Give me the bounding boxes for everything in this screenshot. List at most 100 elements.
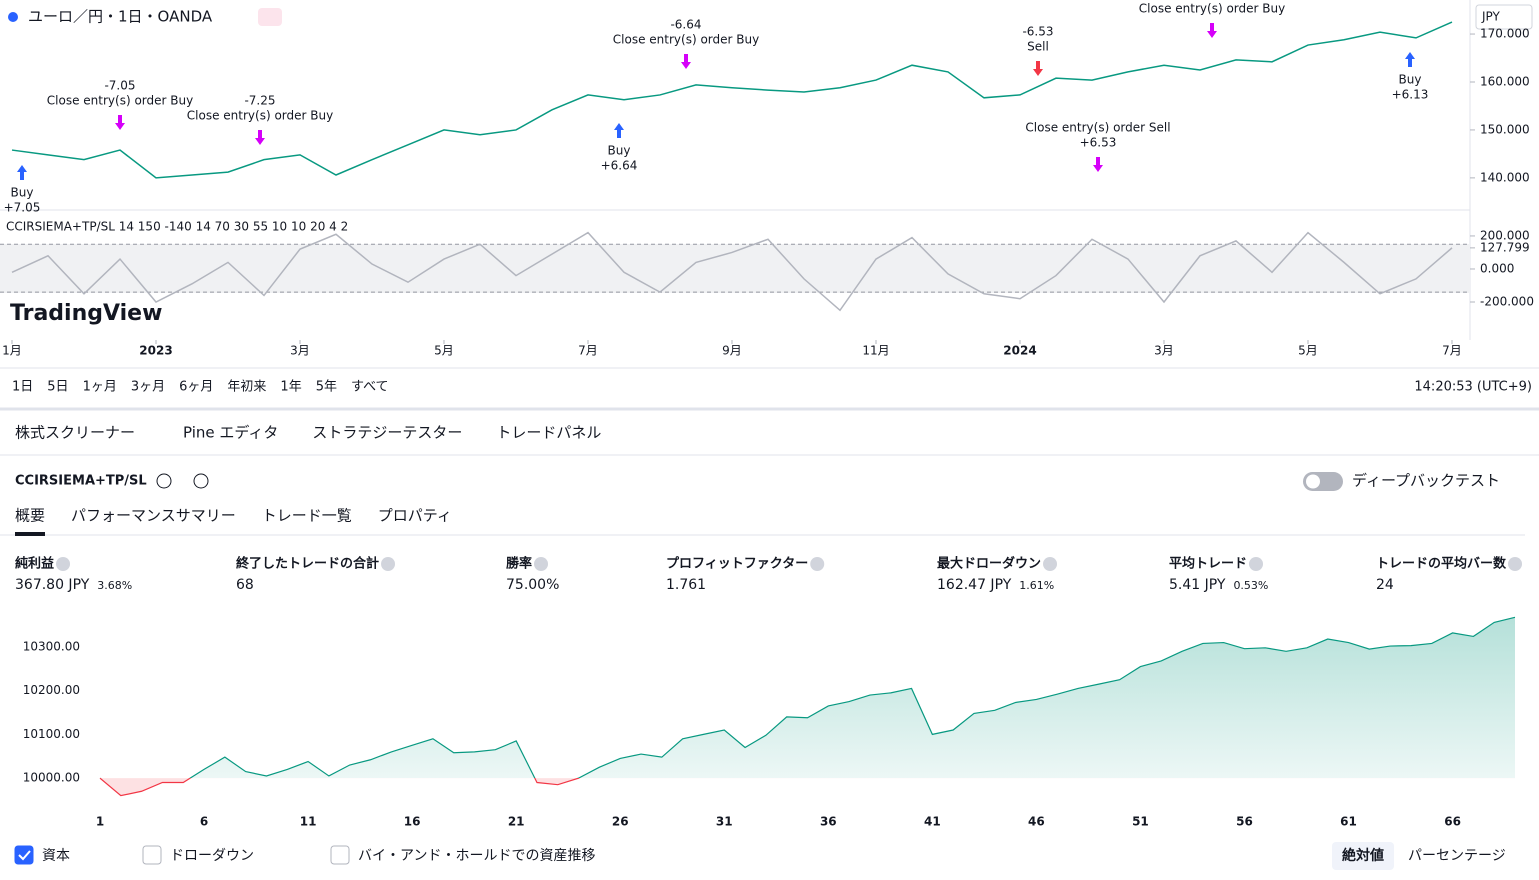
indicator-line [11, 231, 1453, 312]
sub-tab[interactable]: トレード一覧 [262, 507, 352, 525]
deep-backtest: ディープバックテスト [1352, 472, 1500, 490]
trade-arrow [1033, 61, 1043, 76]
band [0, 244, 1470, 293]
annotation: Buy [608, 144, 631, 158]
toggle-knob [1306, 474, 1320, 489]
x-tick-label: 56 [1236, 815, 1253, 829]
range-button[interactable]: 5年 [316, 380, 337, 395]
x-tick-label: 11月 [862, 344, 889, 358]
y-tick-label: 10200.00 [23, 683, 80, 697]
x-tick-label: 31 [716, 815, 733, 829]
range-button[interactable]: 6ヶ月 [179, 380, 213, 395]
x-tick-label: 16 [404, 815, 421, 829]
trade-arrow [681, 54, 691, 69]
panel-tab[interactable]: 株式スクリーナー [15, 424, 135, 442]
range-button[interactable]: 1年 [280, 380, 301, 395]
x-tick-label: 36 [820, 815, 837, 829]
info-icon[interactable] [56, 557, 71, 571]
range-button[interactable]: 3ヶ月 [131, 380, 165, 395]
x-tick-label: 66 [1444, 815, 1461, 829]
legend-label: ドローダウン [170, 848, 254, 864]
annotation: Close entry(s) order Buy [187, 109, 333, 123]
badge[interactable] [258, 8, 282, 26]
equity-line [100, 616, 1516, 778]
x-tick-label: 61 [1340, 815, 1357, 829]
y-tick-label: 200.000 [1480, 228, 1530, 242]
metric-label: プロフィットファクター [666, 557, 808, 572]
x-tick-label: 7月 [578, 344, 598, 358]
y-tick-label: 140.000 [1480, 170, 1530, 184]
x-tick-label: 5月 [434, 344, 454, 358]
metric-label: 最大ドローダウン [937, 556, 1041, 572]
x-tick-label: 6 [200, 815, 208, 829]
info-icon[interactable] [381, 557, 396, 571]
metric-value: 75.00% [506, 577, 559, 593]
metric-percent: 1.61% [1019, 579, 1054, 592]
panel-tab[interactable]: Pine エディタ [183, 424, 278, 442]
range-button[interactable]: 1日 [12, 380, 33, 395]
metric-value: 367.80 JPY [15, 577, 90, 593]
annotation: Buy [1399, 73, 1422, 87]
y-tick-label: 127.799 [1480, 240, 1530, 254]
y-tick-label: 0.000 [1480, 261, 1514, 275]
metric-value: 24 [1376, 577, 1394, 593]
range-button[interactable]: すべて [351, 380, 389, 395]
annotation: -7.25 [244, 94, 275, 108]
info-icon[interactable] [1043, 557, 1058, 571]
panel-tab[interactable]: ストラテジーテスター [312, 424, 462, 442]
info-icon[interactable] [1508, 557, 1523, 571]
y-tick-label: 150.000 [1480, 122, 1530, 136]
x-tick-label: 3月 [290, 344, 310, 358]
trade-arrow [115, 115, 125, 130]
symbol-icon [8, 12, 18, 22]
x-tick-label: 51 [1132, 815, 1149, 829]
trade-arrow [1405, 52, 1415, 67]
info-icon[interactable] [534, 557, 549, 571]
range-button[interactable]: 5日 [47, 380, 68, 395]
currency-box[interactable] [1475, 4, 1533, 30]
annotation: Close entry(s) order Buy [613, 33, 759, 47]
range-button[interactable]: 年初来 [227, 380, 266, 395]
metric-value: 5.41 JPY [1169, 577, 1226, 593]
trade-arrow [1093, 157, 1103, 172]
y-tick-label: 10300.00 [23, 639, 80, 653]
check [18, 850, 31, 861]
checkbox[interactable] [142, 845, 162, 865]
mode-active[interactable] [1332, 842, 1394, 870]
sub-tab[interactable]: プロパティ [378, 507, 452, 525]
annotation: -7.05 [104, 79, 135, 93]
checkbox[interactable] [14, 845, 34, 865]
sub-tab[interactable]: パフォーマンスサマリー [71, 507, 236, 525]
x-tick-label: 3月 [1154, 344, 1174, 358]
y-tick-label: 170.000 [1480, 27, 1530, 41]
mode[interactable]: パーセンテージ [1408, 848, 1506, 864]
mode[interactable]: 絶対値 [1342, 847, 1384, 864]
annotation: Close entry(s) order Sell [1025, 121, 1170, 135]
annotation: +7.05 [4, 201, 41, 215]
y-tick-label: 160.000 [1480, 74, 1530, 88]
metric-label: 終了したトレードの合計 [236, 556, 379, 572]
annotation: -6.64 [670, 18, 701, 32]
y-tick-label: 10000.00 [23, 771, 80, 785]
annotation: Close entry(s) order Buy [47, 94, 193, 108]
metric-label: 勝率 [506, 556, 532, 572]
annotation: Buy [11, 186, 34, 200]
y-tick-label: -200.000 [1480, 295, 1534, 309]
panel-tab[interactable]: トレードパネル [496, 424, 601, 442]
legend-label: バイ・アンド・ホールドでの資産推移 [358, 848, 595, 864]
x-tick-label: 21 [508, 815, 525, 829]
checkbox[interactable] [330, 845, 350, 865]
alert-icon[interactable] [193, 473, 209, 489]
x-tick-label: 46 [1028, 815, 1045, 829]
watermark: TradingView [10, 301, 162, 326]
sub-tab[interactable]: 概要 [15, 507, 45, 525]
metric-percent: 0.53% [1233, 579, 1268, 592]
range-button[interactable]: 1ヶ月 [83, 380, 117, 395]
symbol: ユーロ／円・1日・OANDA [28, 8, 213, 26]
info-icon[interactable] [1249, 557, 1264, 571]
x-tick-label: 41 [924, 815, 941, 829]
info-icon[interactable] [810, 557, 825, 571]
settings-icon[interactable] [156, 473, 172, 489]
annotation: Close entry(s) order Buy [1139, 2, 1285, 16]
